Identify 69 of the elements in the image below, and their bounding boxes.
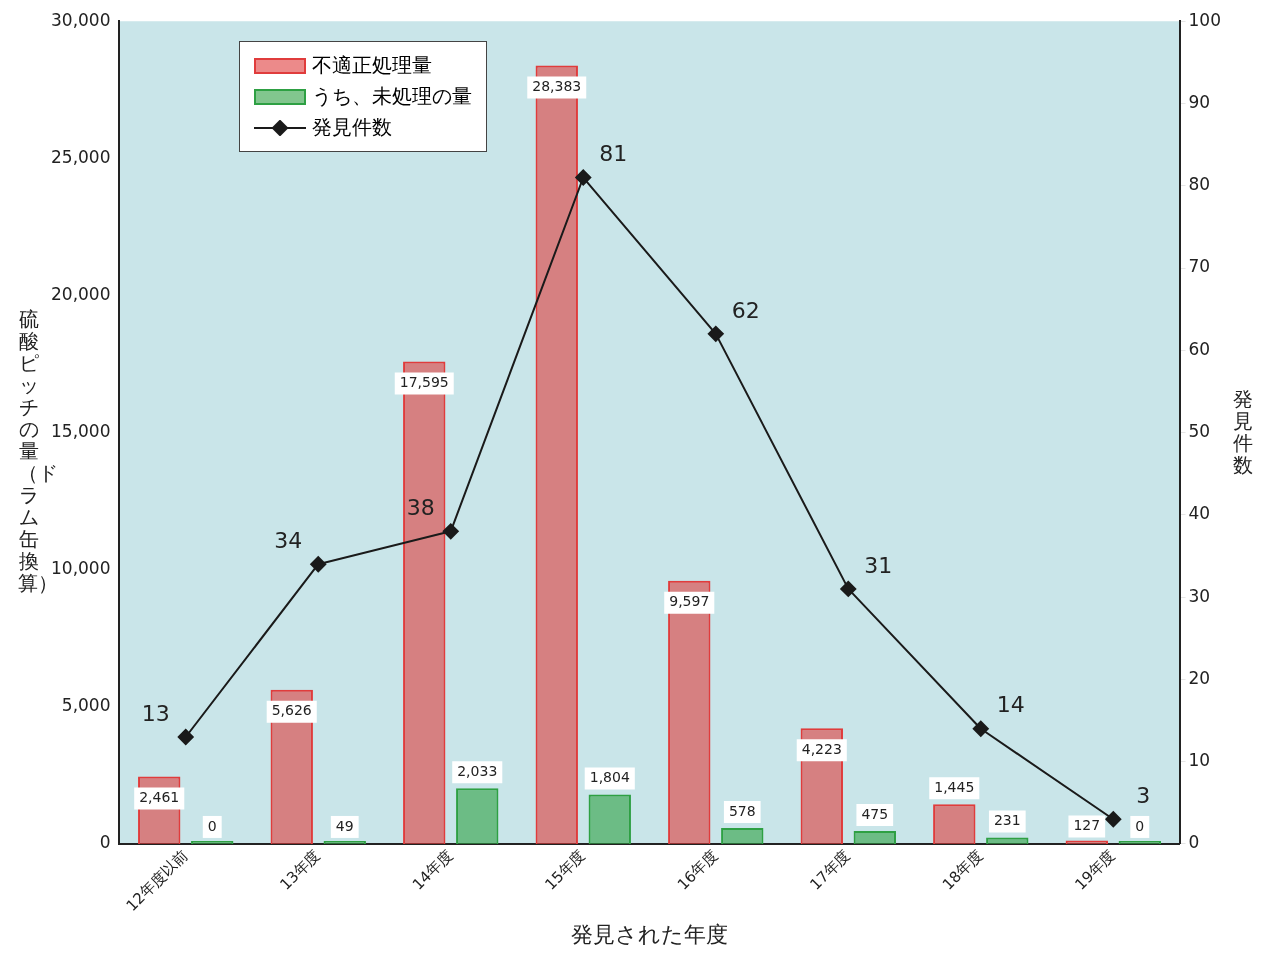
point — [177, 728, 194, 745]
point — [442, 523, 459, 540]
y2-tick-label: 90 — [1188, 91, 1211, 112]
data-label: 28,383 — [532, 78, 582, 95]
bar — [456, 788, 499, 844]
data-label: 31 — [864, 552, 893, 578]
y2-tick-label: 50 — [1188, 421, 1211, 441]
data-label: 13 — [141, 700, 170, 726]
y2-tick-label: 100 — [1188, 9, 1222, 30]
legend-label: うち、未処理の量 — [312, 83, 473, 111]
y-tick-label: 20,000 — [51, 283, 111, 304]
data-label: 231 — [993, 812, 1021, 829]
y2-tick-label: 30 — [1188, 585, 1211, 606]
data-label: 0 — [1135, 817, 1145, 834]
data-label: 127 — [1073, 817, 1101, 834]
point — [310, 556, 327, 573]
data-label: 0 — [207, 817, 217, 834]
bar — [986, 837, 1029, 844]
legend-label: 不適正処理量 — [312, 52, 433, 80]
y2-tick-label: 0 — [1188, 832, 1200, 853]
data-label: 2,461 — [139, 789, 180, 806]
data-label: 38 — [406, 495, 435, 521]
y2-tick-label: 10 — [1188, 750, 1211, 771]
data-label: 2,033 — [457, 762, 498, 779]
y-tick-label: 0 — [99, 832, 111, 853]
data-label: 4,223 — [801, 740, 842, 757]
x-tick-label: 12年度以前 — [122, 846, 192, 915]
data-label: 475 — [861, 805, 889, 822]
point — [575, 169, 592, 186]
data-label: 5,626 — [271, 702, 312, 719]
y2-tick-label: 80 — [1188, 174, 1211, 195]
data-label: 17,595 — [399, 374, 449, 391]
point — [840, 580, 857, 597]
y-tick-label: 30,000 — [51, 9, 111, 30]
y2-axis-title: 発見件数 — [1232, 387, 1254, 477]
y-tick-label: 15,000 — [51, 421, 111, 441]
x-tick-label: 14年度 — [408, 846, 457, 894]
x-tick-label: 15年度 — [541, 846, 589, 894]
point — [972, 720, 989, 737]
data-label: 3 — [1136, 782, 1151, 808]
data-label: 49 — [335, 817, 354, 834]
y2-tick-label: 60 — [1188, 338, 1211, 359]
y2-tick-label: 40 — [1188, 503, 1211, 524]
y-tick-label: 10,000 — [51, 558, 111, 579]
data-label: 1,804 — [589, 769, 630, 786]
x-axis-title: 発見された年度 — [571, 921, 729, 947]
data-label: 34 — [274, 527, 303, 553]
x-tick-label: 16年度 — [673, 846, 722, 894]
x-tick-label: 17年度 — [806, 846, 854, 894]
y-tick-label: 5,000 — [61, 695, 111, 716]
point — [1105, 811, 1122, 828]
data-label: 14 — [996, 692, 1025, 718]
data-label: 578 — [728, 802, 756, 819]
x-tick-label: 19年度 — [1071, 846, 1119, 894]
x-tick-label: 18年度 — [938, 846, 987, 894]
y2-tick-label: 20 — [1188, 667, 1211, 688]
data-label: 1,445 — [934, 778, 975, 795]
data-label: 9,597 — [669, 593, 710, 610]
bar — [853, 830, 896, 844]
bar — [721, 828, 764, 844]
bar — [933, 804, 976, 844]
x-tick-label: 13年度 — [276, 846, 324, 894]
legend-label: 発見件数 — [312, 114, 393, 142]
y-tick-label: 25,000 — [51, 146, 111, 167]
y2-tick-label: 70 — [1188, 256, 1211, 277]
point — [707, 325, 724, 342]
data-label: 81 — [599, 141, 628, 167]
bar — [588, 794, 631, 844]
data-label: 62 — [731, 297, 760, 323]
